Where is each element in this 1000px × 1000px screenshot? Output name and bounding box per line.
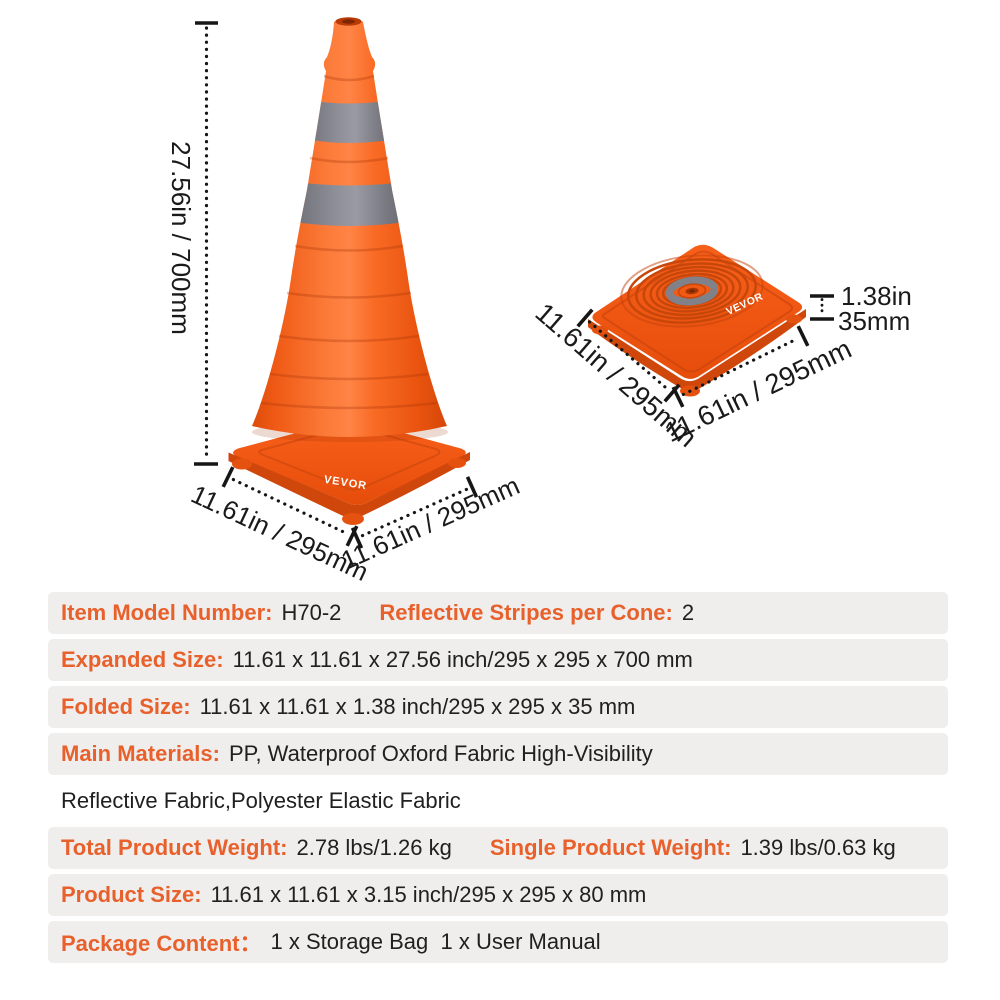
spec-value: Reflective Fabric,Polyester Elastic Fabr… <box>61 788 461 813</box>
spec-row-product-size: Product Size: 11.61 x 11.61 x 3.15 inch/2… <box>48 874 948 916</box>
spec-value: 1.39 lbs/0.63 kg <box>740 835 896 860</box>
spec-label: Package Content： <box>61 931 262 956</box>
spec-label: Product Size: <box>61 882 202 907</box>
spec-label: Expanded Size: <box>61 647 224 672</box>
spec-row-package-content: Package Content： 1 x Storage Bag 1 x User… <box>48 921 948 963</box>
folded-cone-dimensions <box>576 294 834 408</box>
dimension-diagram: VEVOR 27.56in / 700mm 11.61in / 295mm 11… <box>166 17 912 585</box>
expanded-height-label: 27.56in / 700mm <box>166 141 196 335</box>
spec-label: Single Product Weight: <box>489 835 732 860</box>
reflective-stripe-lower <box>288 181 412 226</box>
spec-value: 11.61 x 11.61 x 1.38 inch/295 x 295 x 35… <box>199 694 636 719</box>
spec-row-materials: Main Materials: PP, Waterproof Oxford Fab… <box>48 733 948 775</box>
spec-value: 11.61 x 11.61 x 27.56 inch/295 x 295 x 7… <box>232 647 693 672</box>
spec-value: 11.61 x 11.61 x 3.15 inch/295 x 295 x 80… <box>210 882 647 907</box>
spec-table: Item Model Number: H70-2 Reflective Strip… <box>48 592 948 968</box>
spec-value: 2 <box>681 600 695 625</box>
expanded-cone-dimensions <box>194 21 479 549</box>
cone-body <box>252 17 447 437</box>
spec-label: Total Product Weight: <box>61 835 288 860</box>
spec-value: 2.78 lbs/1.26 kg <box>296 835 452 860</box>
fold-ridges <box>260 74 438 410</box>
spec-row-materials-continued: Reflective Fabric,Polyester Elastic Fabr… <box>48 780 948 822</box>
spec-label: Item Model Number: <box>61 600 273 625</box>
spec-value: H70-2 <box>281 600 342 625</box>
spec-value: PP, Waterproof Oxford Fabric High-Visibi… <box>228 741 653 766</box>
spec-row-expanded-size: Expanded Size: 11.61 x 11.61 x 27.56 inch… <box>48 639 948 681</box>
spec-row-folded-size: Folded Size: 11.61 x 11.61 x 1.38 inch/29… <box>48 686 948 728</box>
spec-label: Folded Size: <box>61 694 191 719</box>
spec-label: Reflective Stripes per Cone: <box>379 600 673 625</box>
folded-plate <box>592 244 803 379</box>
collapsed-rings <box>620 254 764 328</box>
expanded-cone-illustration: VEVOR <box>228 17 470 525</box>
spec-label: Main Materials: <box>61 741 220 766</box>
spec-row-model: Item Model Number: H70-2 Reflective Strip… <box>48 592 948 634</box>
reflective-stripe-upper <box>300 99 400 143</box>
spec-value: 1 x Storage Bag 1 x User Manual <box>270 929 601 954</box>
folded-height-inch-label: 1.38in <box>841 281 912 311</box>
spec-row-weight: Total Product Weight: 2.78 lbs/1.26 kg Si… <box>48 827 948 869</box>
reflective-ring <box>665 276 719 306</box>
folded-height-mm-label: 35mm <box>838 306 910 336</box>
folded-cone-illustration: VEVOR <box>588 244 806 397</box>
